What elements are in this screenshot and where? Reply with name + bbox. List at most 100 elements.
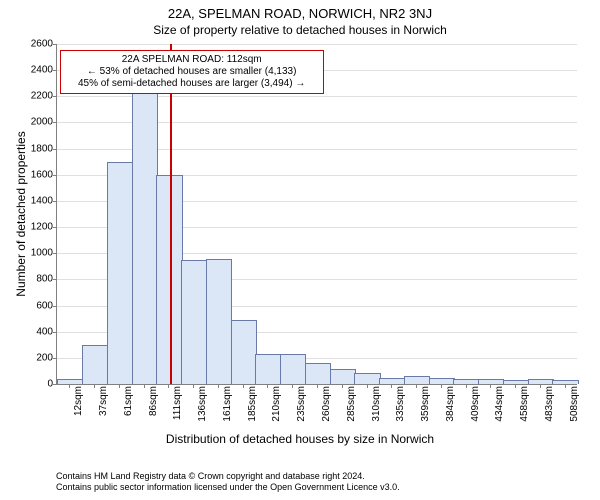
ytick-label: 0 [47, 379, 53, 390]
xtick-label: 136sqm [197, 386, 208, 422]
xtick-mark [193, 384, 194, 388]
xtick-label: 161sqm [222, 386, 233, 422]
ytick-label: 800 [36, 274, 53, 285]
xtick-mark [69, 384, 70, 388]
ytick-mark [53, 122, 57, 123]
xtick-label: 359sqm [420, 386, 431, 422]
xtick-label: 61sqm [123, 386, 134, 416]
ytick-mark [53, 70, 57, 71]
histogram-bar [206, 259, 232, 384]
histogram-bar [404, 376, 430, 384]
ytick-mark [53, 201, 57, 202]
ytick-label: 1200 [31, 222, 53, 233]
ytick-mark [53, 175, 57, 176]
histogram-bar [330, 369, 356, 384]
xtick-mark [267, 384, 268, 388]
footer-line-2: Contains public sector information licen… [56, 482, 400, 494]
x-axis-label: Distribution of detached houses by size … [0, 432, 600, 446]
xtick-label: 210sqm [271, 386, 282, 422]
histogram-chart: 0200400600800100012001400160018002000220… [56, 44, 577, 385]
xtick-mark [441, 384, 442, 388]
xtick-mark [367, 384, 368, 388]
histogram-bar [107, 162, 133, 384]
xtick-mark [416, 384, 417, 388]
ytick-mark [53, 253, 57, 254]
histogram-bar [528, 379, 554, 384]
histogram-bar [305, 363, 331, 384]
xtick-label: 12sqm [73, 386, 84, 416]
histogram-bar [354, 373, 380, 384]
y-axis-label: Number of detached properties [14, 131, 28, 296]
xtick-label: 384sqm [445, 386, 456, 422]
xtick-label: 409sqm [470, 386, 481, 422]
xtick-label: 86sqm [148, 386, 159, 416]
xtick-label: 483sqm [544, 386, 555, 422]
ytick-label: 2400 [31, 65, 53, 76]
annotation-line: 45% of semi-detached houses are larger (… [67, 78, 317, 90]
xtick-mark [490, 384, 491, 388]
ytick-mark [53, 44, 57, 45]
xtick-label: 458sqm [519, 386, 530, 422]
gridline [57, 44, 577, 45]
ytick-label: 1800 [31, 143, 53, 154]
xtick-mark [292, 384, 293, 388]
histogram-bar [231, 320, 257, 384]
xtick-mark [391, 384, 392, 388]
annotation-line: ← 53% of detached houses are smaller (4,… [67, 66, 317, 78]
footer-line-1: Contains HM Land Registry data © Crown c… [56, 471, 400, 483]
ytick-mark [53, 306, 57, 307]
ytick-label: 600 [36, 300, 53, 311]
ytick-label: 1400 [31, 195, 53, 206]
histogram-bar [132, 90, 158, 384]
xtick-mark [342, 384, 343, 388]
ytick-mark [53, 384, 57, 385]
ytick-mark [53, 227, 57, 228]
histogram-bar [255, 354, 281, 384]
histogram-bar [280, 354, 306, 384]
xtick-label: 285sqm [346, 386, 357, 422]
xtick-label: 434sqm [494, 386, 505, 422]
histogram-bar [82, 345, 108, 384]
xtick-mark [515, 384, 516, 388]
footer-text: Contains HM Land Registry data © Crown c… [56, 471, 400, 494]
ytick-label: 1000 [31, 248, 53, 259]
xtick-mark [540, 384, 541, 388]
annotation-line: 22A SPELMAN ROAD: 112sqm [67, 54, 317, 66]
xtick-label: 508sqm [569, 386, 580, 422]
ytick-label: 1600 [31, 169, 53, 180]
ytick-label: 2000 [31, 117, 53, 128]
xtick-label: 310sqm [371, 386, 382, 422]
xtick-label: 335sqm [395, 386, 406, 422]
xtick-mark [243, 384, 244, 388]
ytick-mark [53, 332, 57, 333]
histogram-bar [181, 260, 207, 384]
ytick-mark [53, 149, 57, 150]
histogram-bar [453, 379, 479, 384]
ytick-label: 2200 [31, 91, 53, 102]
xtick-mark [119, 384, 120, 388]
ytick-mark [53, 279, 57, 280]
xtick-mark [466, 384, 467, 388]
ytick-label: 2600 [31, 39, 53, 50]
xtick-label: 111sqm [172, 386, 183, 420]
xtick-label: 235sqm [296, 386, 307, 422]
marker-line [170, 44, 172, 384]
xtick-mark [168, 384, 169, 388]
xtick-mark [144, 384, 145, 388]
xtick-mark [565, 384, 566, 388]
ytick-label: 400 [36, 326, 53, 337]
ytick-mark [53, 96, 57, 97]
xtick-mark [218, 384, 219, 388]
xtick-mark [94, 384, 95, 388]
annotation-box: 22A SPELMAN ROAD: 112sqm← 53% of detache… [60, 50, 324, 94]
page-subtitle: Size of property relative to detached ho… [0, 23, 600, 37]
histogram-bar [552, 380, 578, 384]
ytick-label: 200 [36, 352, 53, 363]
page-root: 22A, SPELMAN ROAD, NORWICH, NR2 3NJ Size… [0, 0, 600, 500]
xtick-label: 260sqm [321, 386, 332, 422]
histogram-bar [429, 378, 455, 384]
xtick-label: 185sqm [247, 386, 258, 422]
page-title: 22A, SPELMAN ROAD, NORWICH, NR2 3NJ [0, 6, 600, 21]
xtick-label: 37sqm [98, 386, 109, 416]
xtick-mark [317, 384, 318, 388]
